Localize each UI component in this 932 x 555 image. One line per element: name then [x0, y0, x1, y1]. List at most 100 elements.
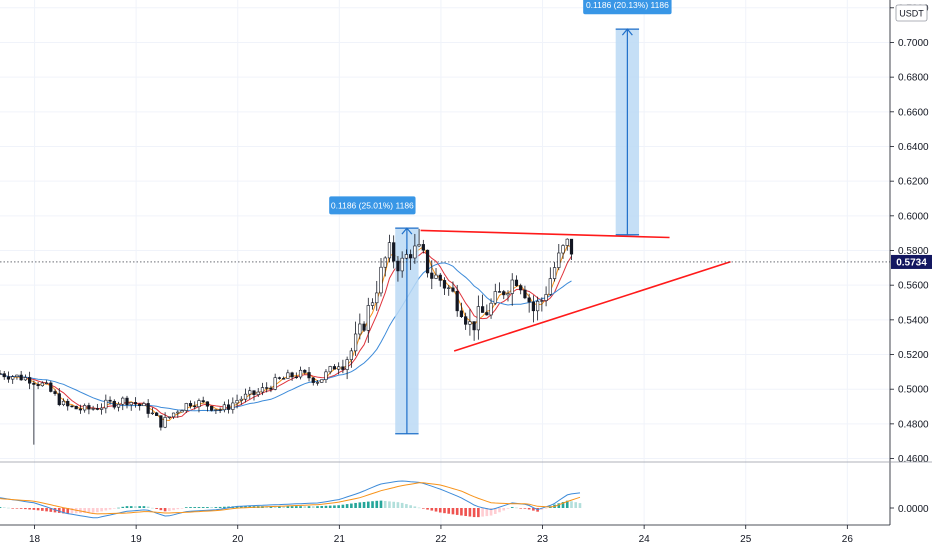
macd-histogram-bar — [438, 508, 442, 513]
price-tick-label: 0.4800 — [898, 419, 929, 430]
candle-body — [337, 366, 341, 370]
candle-body — [480, 306, 485, 313]
candle-body — [565, 238, 569, 246]
candle-body — [40, 382, 44, 387]
macd-histogram-bar — [62, 508, 65, 514]
macd-histogram-bar — [383, 501, 387, 508]
macd-histogram-bar — [201, 507, 205, 508]
measure-label: 0.1186 (20.13%) 1186 — [586, 0, 669, 10]
macd-histogram-bar — [286, 506, 290, 508]
candle-body — [447, 287, 451, 289]
candle-body — [379, 266, 383, 294]
candle-body — [430, 272, 434, 279]
trendlines[interactable] — [420, 229, 731, 352]
measurement-zones[interactable]: 0.1186 (25.01%) 1186 0.1186 (20.13%) 1186 — [329, 0, 672, 435]
candle-body — [252, 390, 256, 395]
last-price-tag: 0.5734 — [891, 254, 932, 269]
macd-histogram-bar — [498, 508, 501, 513]
candle-body — [193, 405, 197, 408]
macd-histogram-bar — [2, 507, 6, 509]
candle-body — [248, 390, 252, 395]
candle-body — [519, 285, 523, 291]
macd-histogram-bar — [417, 507, 421, 509]
price-scale[interactable]: 0.72000.70000.68000.66000.64000.62000.60… — [890, 3, 929, 465]
candle-body — [167, 416, 171, 418]
candle-body — [83, 405, 87, 411]
candle-body — [269, 387, 273, 390]
candle-body — [527, 297, 531, 303]
price-tick-label: 0.4600 — [898, 454, 929, 465]
macd-histogram-bar — [91, 508, 95, 513]
candle-body — [345, 359, 349, 370]
macd-histogram-bar — [303, 506, 307, 508]
candle-body — [201, 400, 205, 403]
candle-body — [417, 244, 421, 247]
macd-histogram-bar — [125, 506, 129, 508]
macd-histogram-bar — [0, 507, 2, 508]
candle-body — [438, 274, 442, 281]
currency-badge[interactable]: USDT — [895, 4, 928, 22]
candle-body — [256, 391, 260, 395]
candle-body — [61, 400, 66, 406]
macd-histogram-bar — [311, 506, 315, 508]
candle-body — [197, 400, 201, 408]
candle-body — [0, 373, 2, 375]
candle-body — [57, 393, 61, 406]
macd-histogram-bar — [24, 508, 27, 510]
macd-histogram-bar — [578, 503, 582, 508]
candle-body — [286, 372, 290, 379]
macd-histogram-bar — [460, 508, 463, 516]
candle-body — [87, 405, 91, 410]
candle-body — [226, 404, 231, 410]
macd-histogram-bar — [193, 507, 197, 508]
candle-body — [273, 377, 277, 390]
candle-body — [290, 372, 294, 378]
macd-histogram-bar — [527, 508, 531, 510]
candle-body — [561, 245, 565, 254]
candle-body — [540, 300, 544, 302]
macd-histogram-bar — [561, 502, 565, 508]
macd-histogram-bar — [324, 505, 328, 508]
time-tick-label: 23 — [537, 534, 549, 545]
candle-body — [146, 403, 150, 414]
candle-body — [138, 403, 142, 407]
candle-body — [400, 257, 404, 272]
candle-body — [11, 376, 15, 380]
macd-histogram-bar — [519, 508, 523, 509]
candle-body — [320, 379, 324, 383]
macd-histogram-bar — [28, 508, 31, 510]
macd-histogram-bar — [70, 508, 74, 514]
candle-body — [231, 402, 235, 410]
candle-body — [311, 377, 315, 383]
macd-histogram-bar — [210, 507, 213, 508]
macd-histogram-bar — [11, 508, 15, 509]
candle-body — [552, 267, 557, 279]
candle-body — [387, 242, 392, 259]
macd-signal-line — [0, 482, 581, 515]
price-tick-label: 0.5400 — [898, 315, 929, 326]
candle-body — [133, 402, 138, 405]
macd-histogram-bar — [100, 508, 103, 512]
candle-body — [434, 274, 438, 279]
macd-histogram-bar — [121, 506, 125, 508]
macd-histogram-bar — [506, 508, 510, 509]
macd-histogram-bar — [151, 507, 154, 509]
time-scale[interactable]: 18 19 20 21 22 23 24 25 26 — [29, 525, 853, 545]
candle-body — [298, 369, 303, 378]
macd-zero-label: 0.0000 — [898, 504, 929, 515]
macd-histogram-bar — [19, 508, 23, 509]
candle-body — [506, 293, 510, 296]
macd-histogram-bar — [223, 506, 226, 508]
candlesticks — [0, 228, 574, 445]
candle-body — [328, 366, 332, 373]
macd-histogram-bar — [557, 503, 561, 508]
candle-body — [74, 405, 78, 410]
candle-body — [396, 260, 400, 272]
macd-histogram-bar — [422, 508, 425, 509]
macd-histogram-bar — [337, 505, 340, 508]
price-tick-label: 0.5800 — [898, 246, 929, 257]
macd-histogram-bar — [400, 502, 404, 508]
candle-body — [468, 321, 472, 325]
